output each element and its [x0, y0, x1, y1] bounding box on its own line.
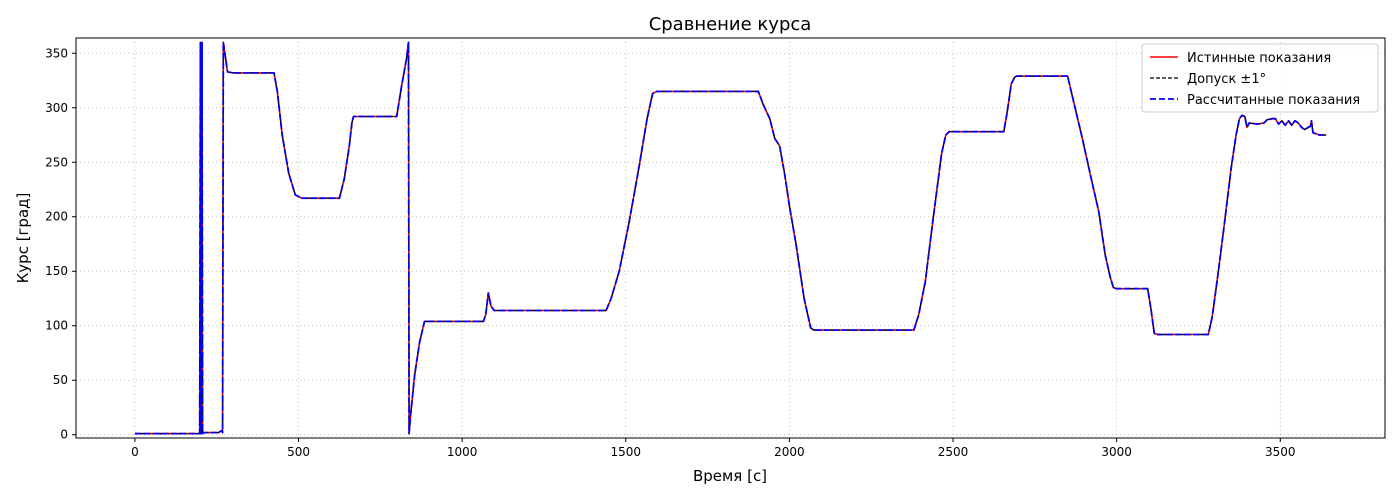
x-tick-label: 3500: [1265, 445, 1296, 459]
tick-layer: 0 500 1000 1500 2000 2500 3000 3500 0 50 100 150 200…: [45, 46, 1295, 459]
series-calculated-line: [134, 41, 1327, 435]
legend-box: [1141, 43, 1379, 113]
x-tick-label: 500: [287, 445, 310, 459]
y-tick-label: 300: [45, 101, 68, 115]
x-tick-label: 1500: [611, 445, 642, 459]
legend: Истинные показания Допуск ±1° Рассчитанн…: [1141, 43, 1379, 113]
y-tick-label: 100: [45, 319, 68, 333]
x-tick-label: 3000: [1101, 445, 1132, 459]
chart-title: Сравнение курса: [649, 14, 812, 35]
legend-label-tolerance: Допуск ±1°: [1187, 72, 1266, 87]
series-layer: [134, 41, 1327, 435]
y-axis-label: Курс [град]: [14, 193, 32, 284]
y-tick-label: 0: [60, 428, 68, 442]
legend-label-calculated: Рассчитанные показания: [1187, 93, 1360, 108]
y-tick-label: 50: [53, 373, 68, 387]
x-tick-label: 1000: [447, 445, 478, 459]
legend-label-true: Истинные показания: [1187, 51, 1331, 66]
x-tick-label: 0: [131, 445, 139, 459]
y-tick-label: 250: [45, 155, 68, 169]
y-tick-label: 200: [45, 210, 68, 224]
x-tick-label: 2500: [938, 445, 969, 459]
y-tick-label: 350: [45, 46, 68, 60]
y-tick-label: 150: [45, 264, 68, 278]
x-tick-label: 2000: [774, 445, 805, 459]
x-axis-label: Время [с]: [693, 467, 767, 485]
plot-frame: [75, 37, 1386, 439]
